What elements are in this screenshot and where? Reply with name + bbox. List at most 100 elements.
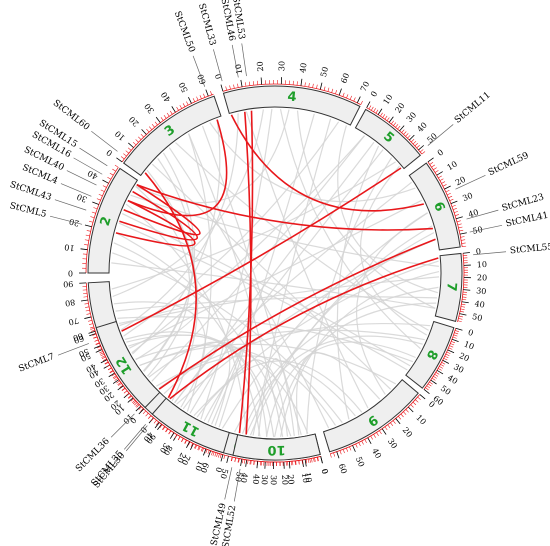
- tick-label: 20: [454, 175, 467, 188]
- background-link: [131, 135, 365, 354]
- tick-label: 50: [319, 66, 330, 78]
- major-tick: [461, 301, 469, 304]
- minor-tick: [136, 404, 140, 408]
- minor-tick: [90, 329, 95, 332]
- minor-tick: [397, 125, 401, 130]
- minor-tick: [433, 167, 437, 171]
- minor-tick: [403, 131, 407, 135]
- minor-tick: [384, 426, 388, 431]
- minor-tick: [177, 436, 181, 441]
- chromosome-band-6: [408, 162, 461, 251]
- minor-tick: [93, 336, 98, 339]
- major-tick: [430, 379, 437, 385]
- major-tick: [302, 459, 304, 467]
- tick-label: 10: [300, 472, 310, 483]
- gene-marker-line: [233, 468, 241, 502]
- gene-marker-line: [466, 209, 499, 220]
- minor-tick: [138, 406, 142, 410]
- minor-tick: [415, 399, 419, 403]
- minor-tick: [370, 435, 373, 440]
- minor-tick: [216, 453, 218, 458]
- background-link: [115, 296, 438, 312]
- minor-tick: [448, 347, 453, 350]
- minor-tick: [460, 310, 465, 313]
- minor-tick: [327, 87, 330, 92]
- background-link: [337, 125, 438, 294]
- minor-tick: [403, 411, 407, 415]
- minor-tick: [461, 242, 466, 244]
- minor-tick: [335, 90, 337, 95]
- minor-tick: [417, 396, 421, 400]
- major-tick: [80, 248, 88, 251]
- minor-tick: [313, 457, 315, 463]
- minor-tick: [245, 82, 247, 87]
- major-tick: [377, 108, 383, 115]
- major-tick: [226, 456, 229, 464]
- minor-tick: [233, 84, 235, 89]
- tick-label: 10: [64, 242, 75, 252]
- minor-tick: [460, 308, 465, 310]
- minor-tick: [120, 156, 125, 160]
- minor-tick: [128, 395, 132, 399]
- minor-tick: [312, 83, 314, 88]
- tick-label: 30: [405, 110, 418, 124]
- tick-label: 20: [280, 475, 289, 486]
- chromosome-band-11: [151, 397, 230, 454]
- minor-tick: [218, 453, 220, 458]
- tick-label: 60: [73, 333, 86, 345]
- minor-tick: [230, 456, 233, 462]
- tick-baseline: [222, 83, 361, 105]
- minor-tick: [333, 452, 336, 457]
- tick-label: 0: [320, 468, 330, 475]
- major-tick: [388, 116, 394, 123]
- minor-tick: [375, 109, 379, 114]
- tick-baseline: [457, 253, 465, 323]
- background-link: [182, 149, 384, 410]
- gene-marker-line: [469, 224, 503, 233]
- chromosome-band-5: [354, 108, 422, 170]
- minor-tick: [179, 104, 183, 109]
- minor-tick: [249, 81, 251, 86]
- major-tick: [462, 252, 470, 254]
- background-link: [209, 122, 416, 203]
- tick-label: 30: [277, 61, 286, 71]
- gene-label: StCML5: [9, 201, 48, 220]
- tick-label: 50: [218, 468, 229, 480]
- tick-label: 50: [439, 384, 452, 397]
- minor-tick: [446, 351, 451, 354]
- highlight-link: [136, 183, 433, 231]
- minor-tick: [205, 449, 208, 454]
- tick-label: 40: [87, 367, 100, 380]
- chromosome-band-3: [123, 95, 222, 177]
- major-tick: [135, 405, 142, 412]
- minor-tick: [247, 460, 249, 465]
- gene-label: StCML33: [196, 2, 217, 47]
- minor-tick: [89, 326, 94, 329]
- background-link: [176, 238, 436, 405]
- tick-label: 10: [193, 459, 205, 472]
- minor-tick: [184, 439, 187, 444]
- major-tick: [356, 96, 361, 104]
- minor-tick: [127, 147, 132, 151]
- tick-label: 10: [113, 129, 127, 142]
- major-tick: [188, 96, 192, 104]
- minor-tick: [460, 306, 465, 308]
- gene-marker-line: [241, 43, 247, 77]
- minor-tick: [443, 357, 448, 361]
- minor-tick: [439, 366, 443, 369]
- highlight-link: [115, 199, 196, 247]
- minor-tick: [451, 341, 456, 344]
- minor-tick: [454, 211, 458, 213]
- background-link: [245, 111, 369, 409]
- tick-label: 90: [63, 279, 74, 289]
- tick-label: 30: [461, 191, 474, 203]
- tick-label: 50: [77, 347, 90, 359]
- gene-label: StCML41: [505, 211, 549, 230]
- minor-tick: [84, 239, 89, 241]
- gene-label: StCML7: [17, 352, 56, 375]
- background-link: [118, 222, 408, 371]
- tick-label: 30: [143, 102, 156, 116]
- major-tick: [442, 359, 450, 364]
- highlight-link: [158, 238, 436, 390]
